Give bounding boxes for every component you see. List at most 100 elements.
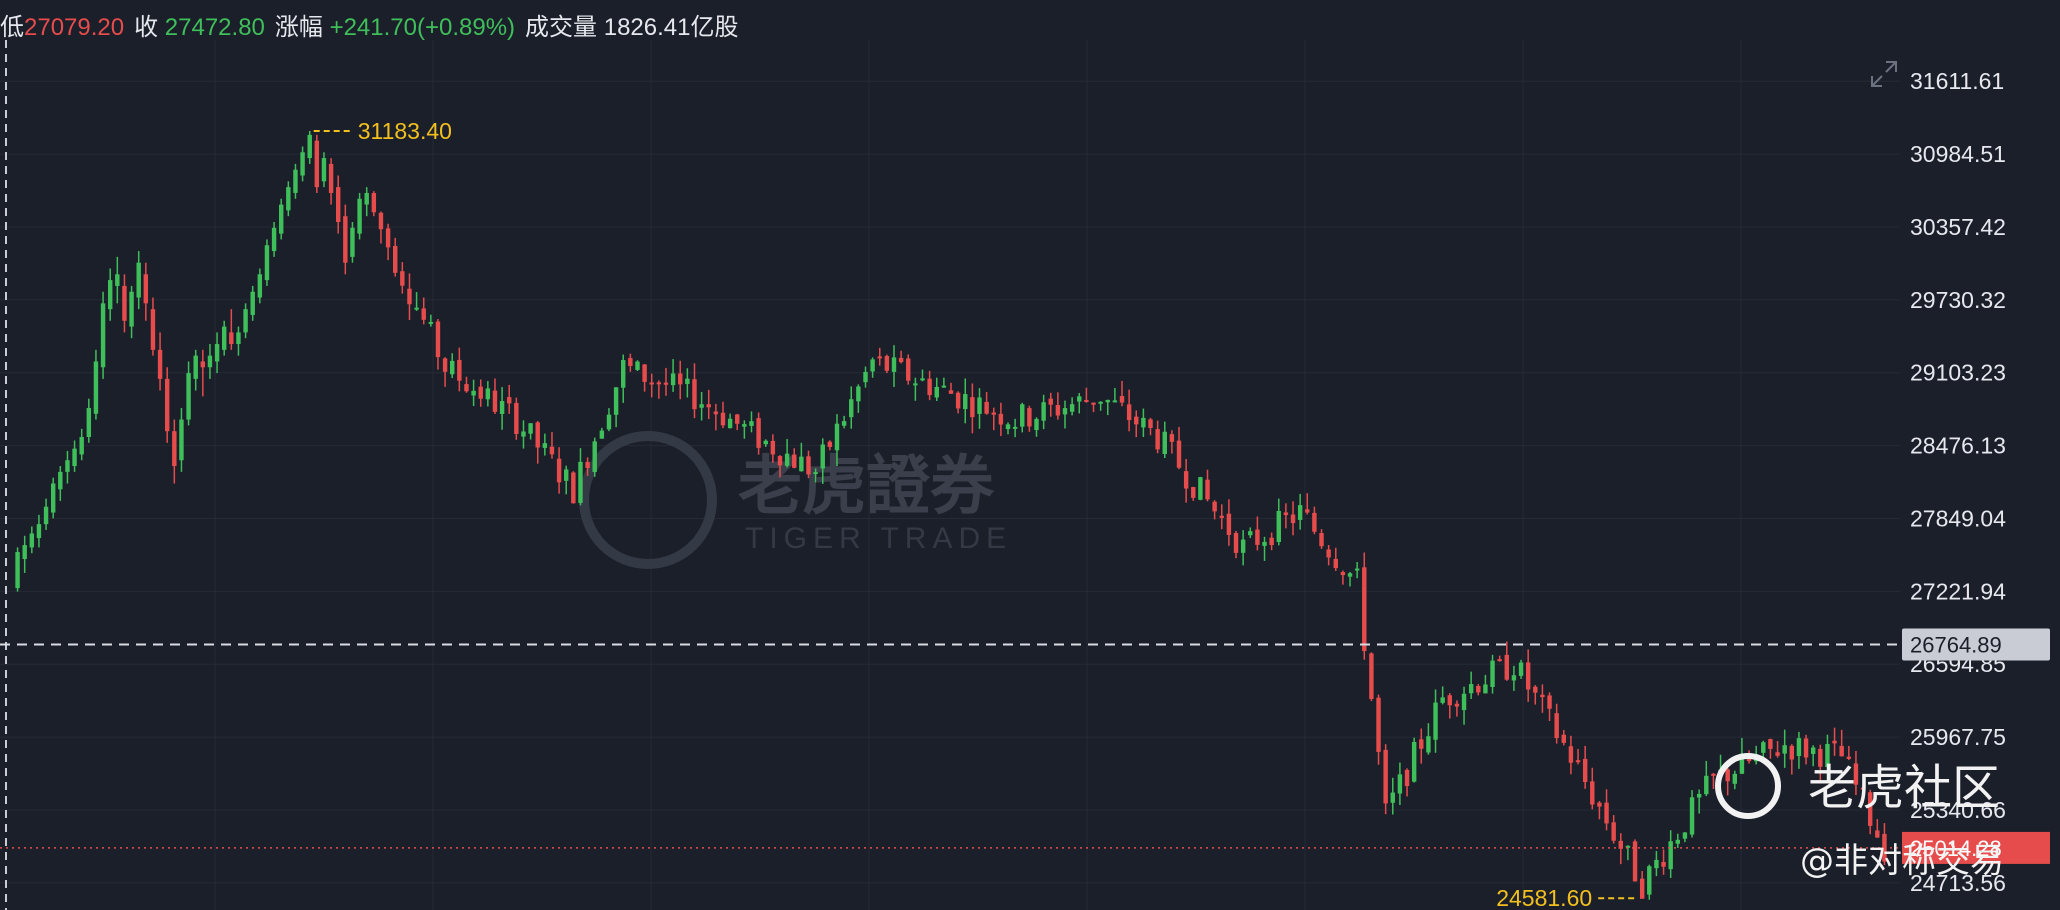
candle-body (799, 456, 804, 472)
candle-body (713, 411, 719, 415)
candle (350, 222, 355, 263)
candle (599, 427, 605, 439)
candle (457, 347, 462, 392)
candle-body (820, 444, 825, 469)
candle (1554, 703, 1559, 744)
candle-body (514, 402, 519, 434)
candle (450, 353, 455, 379)
candle (1704, 760, 1709, 797)
candle (1383, 744, 1388, 815)
candle-body (457, 359, 462, 381)
candle (1084, 387, 1089, 403)
candle-body (863, 371, 868, 383)
candle-body (571, 472, 576, 504)
candle (1283, 503, 1289, 529)
candle-body (955, 392, 961, 409)
candle-body (1825, 744, 1830, 767)
candle-body (385, 228, 391, 248)
candle-body (1611, 822, 1616, 841)
candle (1020, 402, 1025, 433)
high-marker-label: 31183.40 (358, 118, 452, 144)
candle (150, 297, 156, 356)
y-axis: 31611.61 30984.51 30357.42 29730.32 29103.23… (1902, 40, 2060, 910)
candle-body (592, 441, 597, 473)
candle-body (699, 404, 704, 408)
candle-body (1119, 396, 1125, 403)
candle (806, 450, 811, 479)
markers-layer: 31183.40 24581.60 (0, 118, 1900, 910)
candle-body (756, 418, 761, 448)
candle-body (1347, 573, 1353, 577)
candle (678, 360, 683, 400)
candle-body (1796, 738, 1802, 757)
candle-body (1447, 695, 1452, 706)
candle (1162, 421, 1167, 459)
candle (1497, 655, 1502, 662)
candle-body (970, 397, 975, 418)
y-tick-label: 25340.66 (1910, 797, 2006, 823)
candle (670, 359, 676, 392)
candle-body (1390, 792, 1395, 803)
candle (1654, 851, 1659, 877)
candle (977, 388, 982, 429)
expand-arrows-icon[interactable] (1870, 60, 1898, 88)
candle-body (1169, 434, 1175, 442)
candle (36, 514, 42, 548)
candle-body (357, 198, 362, 234)
candle-body (1618, 840, 1624, 849)
candle (856, 384, 861, 413)
change-value: +241.70(+0.89%) (329, 13, 516, 41)
candle (464, 376, 469, 393)
candle (236, 326, 241, 356)
candle-body (1226, 513, 1232, 535)
y-tick-label: 29730.32 (1910, 287, 2006, 313)
candle-body (984, 401, 989, 414)
candle (157, 332, 163, 391)
candle (1276, 498, 1281, 546)
candle-body (1027, 408, 1032, 427)
candle (720, 401, 726, 429)
candle-body (670, 373, 676, 386)
candle (521, 420, 526, 449)
candle-body (1490, 660, 1495, 688)
candle (841, 415, 847, 429)
candle-body (784, 453, 790, 466)
crosshair-label: 26764.89 (1910, 632, 2002, 657)
candle (1419, 728, 1424, 764)
candle-body (400, 271, 405, 286)
candle (1183, 458, 1189, 503)
candle-body (1540, 694, 1545, 698)
candle-body (656, 382, 662, 385)
candle-body (906, 358, 911, 381)
candle (1069, 397, 1075, 416)
candle (243, 303, 248, 339)
candle (471, 379, 476, 407)
candle (1796, 731, 1802, 769)
candle-body (115, 274, 120, 286)
candle-body (1411, 741, 1417, 782)
candle (1134, 410, 1139, 438)
candle (998, 402, 1004, 437)
candle (1369, 652, 1374, 702)
candle (207, 344, 213, 379)
candle-body (1191, 487, 1196, 498)
candle-body (286, 187, 291, 211)
candle (1597, 801, 1602, 820)
candle-body (1034, 418, 1039, 431)
candle (777, 455, 783, 478)
change-label: 涨幅 (274, 13, 323, 41)
candle (1711, 772, 1716, 789)
y-tick-label: 31611.61 (1910, 68, 2004, 94)
candle (1012, 418, 1018, 438)
candle (221, 320, 227, 356)
quote-header: 低27079.20 收 27472.80 涨幅 +241.70(+0.89%) … (0, 6, 738, 42)
candle (186, 361, 191, 426)
candle (1098, 401, 1103, 411)
candle (1818, 744, 1823, 781)
candle-body (1340, 572, 1346, 576)
candle-body (179, 419, 184, 461)
candle (1639, 871, 1645, 899)
candle (1611, 815, 1616, 844)
candle (1540, 684, 1545, 713)
